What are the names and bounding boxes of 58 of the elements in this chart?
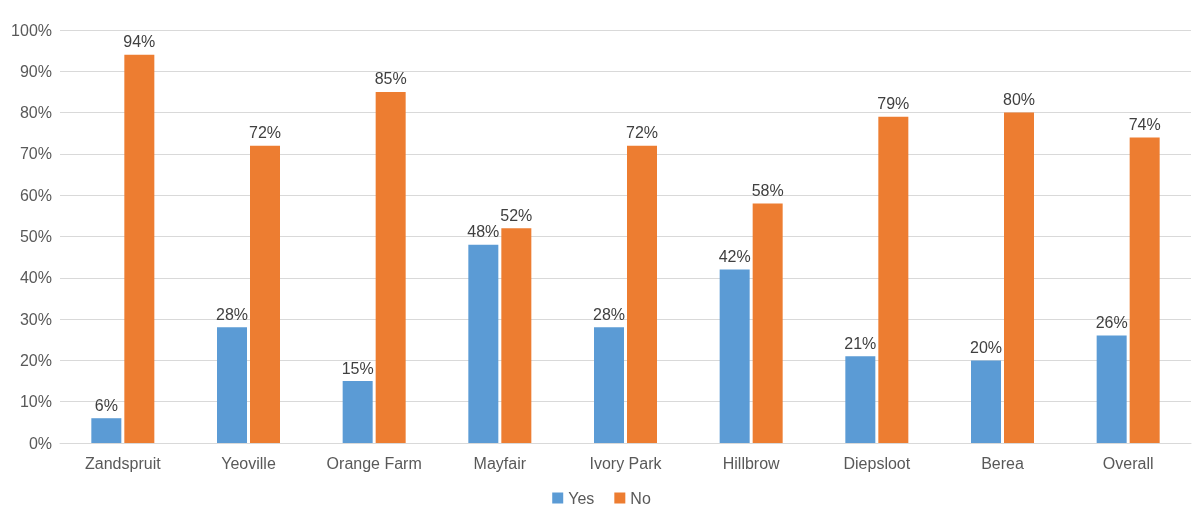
data-label: 48% <box>467 223 500 241</box>
data-label: 26% <box>1095 314 1128 332</box>
data-label: 72% <box>248 124 282 142</box>
data-label: 28% <box>215 305 249 323</box>
data-label: 52% <box>500 206 533 224</box>
y-tick-label: 40% <box>19 269 52 287</box>
x-tick-label: Diepsloot <box>843 454 911 472</box>
x-tick-label: Overall <box>1102 454 1154 472</box>
bar <box>468 244 499 443</box>
x-tick-label: Hillbrow <box>722 454 781 472</box>
bar <box>878 116 909 443</box>
y-tick-label: 100% <box>11 21 52 39</box>
x-tick-label: Mayfair <box>473 454 527 472</box>
bar <box>250 145 280 443</box>
data-label: 58% <box>751 181 784 199</box>
y-tick-label: 30% <box>19 310 52 328</box>
data-label: 85% <box>374 70 407 88</box>
bar <box>971 360 1001 443</box>
data-label: 15% <box>341 359 374 377</box>
y-tick-label: 20% <box>19 351 52 369</box>
data-label: 79% <box>877 95 910 113</box>
data-label: 21% <box>844 334 877 352</box>
bar <box>594 327 624 443</box>
data-label: 42% <box>718 248 751 266</box>
bar <box>217 327 247 443</box>
y-tick-label: 0% <box>28 434 52 452</box>
bar <box>1004 112 1034 443</box>
x-tick-label: Zandspruit <box>85 454 162 472</box>
bar <box>1129 137 1160 443</box>
data-label: 28% <box>592 305 626 323</box>
bar <box>845 356 876 443</box>
y-tick-label: 90% <box>19 62 52 80</box>
y-tick-label: 80% <box>19 104 52 122</box>
x-tick-label: Berea <box>981 454 1024 472</box>
y-tick-label: 70% <box>19 145 52 163</box>
x-tick-label: Orange Farm <box>326 454 422 472</box>
legend-label: No <box>630 489 651 507</box>
y-tick-label: 60% <box>19 186 52 204</box>
bar <box>501 228 532 443</box>
y-tick-label: 10% <box>19 393 52 411</box>
bar <box>1096 335 1127 443</box>
data-label: 94% <box>123 33 156 51</box>
data-label: 80% <box>1002 91 1036 109</box>
x-tick-label: Yeoville <box>221 454 276 472</box>
data-label: 72% <box>625 124 659 142</box>
bar <box>752 203 783 443</box>
bar <box>627 145 657 443</box>
bar <box>342 381 373 443</box>
data-label: 74% <box>1128 115 1161 133</box>
bar <box>375 91 406 443</box>
bar <box>719 269 750 443</box>
bar <box>91 418 122 443</box>
legend-label: Yes <box>568 489 595 507</box>
data-label: 20% <box>969 338 1003 356</box>
bar <box>124 54 155 443</box>
data-label: 6% <box>94 396 118 414</box>
x-tick-label: Ivory Park <box>589 454 663 472</box>
y-tick-label: 50% <box>19 228 52 245</box>
